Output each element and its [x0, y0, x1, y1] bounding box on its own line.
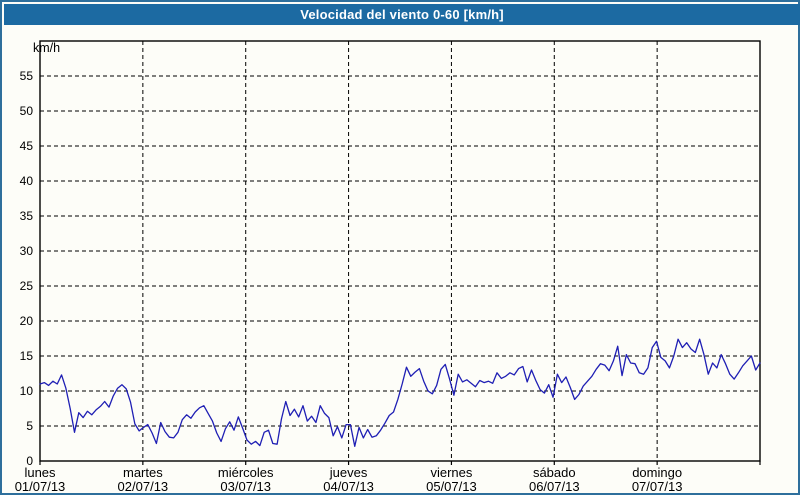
x-axis-day-label: lunes — [24, 465, 56, 480]
x-axis-date-label: 04/07/13 — [323, 479, 374, 494]
y-axis-tick-label: 35 — [20, 209, 34, 223]
y-axis-tick-label: 45 — [20, 139, 34, 153]
wind-speed-series-line — [39, 338, 761, 447]
x-axis-day-label: jueves — [329, 465, 368, 480]
x-axis-date-label: 01/07/13 — [15, 479, 66, 494]
x-axis-day-label: miércoles — [218, 465, 274, 480]
y-axis-tick-label: 10 — [20, 384, 34, 398]
x-axis-day-label: viernes — [430, 465, 472, 480]
chart-title: Velocidad del viento 0-60 [km/h] — [300, 7, 504, 22]
y-axis-tick-label: 0 — [26, 454, 33, 468]
y-axis-tick-label: 25 — [20, 279, 34, 293]
y-axis-tick-label: 15 — [20, 349, 34, 363]
x-axis-day-label: sábado — [533, 465, 576, 480]
y-axis-unit-label: km/h — [33, 41, 60, 55]
x-axis-date-label: 06/07/13 — [529, 479, 580, 494]
y-axis-tick-label: 50 — [20, 104, 34, 118]
plot-border — [39, 40, 761, 462]
x-axis-date-label: 02/07/13 — [118, 479, 169, 494]
x-axis-date-label: 07/07/13 — [632, 479, 683, 494]
x-axis-day-label: domingo — [632, 465, 682, 480]
x-axis-date-label: 03/07/13 — [220, 479, 271, 494]
chart-title-bar: Velocidad del viento 0-60 [km/h] — [4, 4, 800, 25]
y-axis-tick-label: 20 — [20, 314, 34, 328]
y-axis-tick-label: 30 — [20, 244, 34, 258]
y-axis-tick-label: 40 — [20, 174, 34, 188]
y-axis-tick-label: 55 — [20, 69, 34, 83]
y-axis-tick-label: 5 — [26, 419, 33, 433]
x-axis-date-label: 05/07/13 — [426, 479, 477, 494]
x-axis-day-label: martes — [123, 465, 163, 480]
